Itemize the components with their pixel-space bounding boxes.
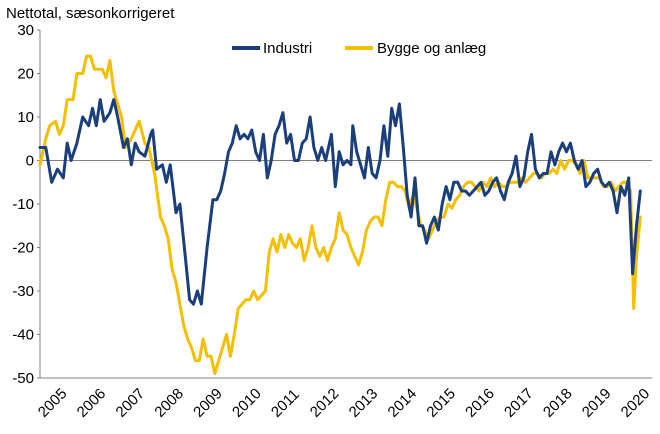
y-tick-label: -30 <box>12 283 34 300</box>
x-tick-label: 2017 <box>501 385 537 421</box>
x-tick-label: 2018 <box>540 385 576 421</box>
x-tick-label: 2008 <box>151 385 187 421</box>
y-tick-labels: 30 20 10 0 -10 -20 -30 -40 -50 <box>12 22 40 387</box>
x-tick-label: 2006 <box>74 385 110 421</box>
x-tick-label: 2012 <box>307 385 343 421</box>
legend-label-bygge-og-anlaeg: Bygge og anlæg <box>377 40 486 57</box>
y-tick-label: -10 <box>12 196 34 213</box>
y-tick-label: 0 <box>26 153 34 170</box>
legend-label-industri: Industri <box>263 40 312 57</box>
y-tick-label: -20 <box>12 240 34 257</box>
x-tick-label: 2011 <box>268 386 303 421</box>
series-lines <box>38 54 642 376</box>
x-tick-label: 2010 <box>229 385 265 421</box>
y-tick-label: -40 <box>12 327 34 344</box>
series-line-industri <box>38 98 642 306</box>
x-tick-label: 2007 <box>113 385 149 421</box>
x-tick-labels: 2005 2006 2007 2008 2009 2010 2011 2012 2013 2014… <box>35 385 653 421</box>
x-tick-label: 2016 <box>462 385 498 421</box>
y-tick-label: 20 <box>17 66 34 83</box>
series-line-bygge-og-anlæg <box>38 54 642 376</box>
x-tick-label: 2014 <box>385 385 421 421</box>
y-tick-label: 10 <box>17 109 34 126</box>
y-tick-label: 30 <box>17 22 34 39</box>
chart-title: Nettotal, sæsonkorrigeret <box>6 5 175 22</box>
x-tick-label: 2020 <box>618 385 654 421</box>
x-tick-label: 2013 <box>346 385 382 421</box>
x-tick-label: 2009 <box>190 385 226 421</box>
x-tick-label: 2015 <box>423 385 459 421</box>
x-tick-label: 2019 <box>579 385 615 421</box>
y-tick-label: -50 <box>12 370 34 387</box>
x-tick-label: 2005 <box>35 385 71 421</box>
legend: Industri Bygge og anlæg <box>232 40 486 57</box>
